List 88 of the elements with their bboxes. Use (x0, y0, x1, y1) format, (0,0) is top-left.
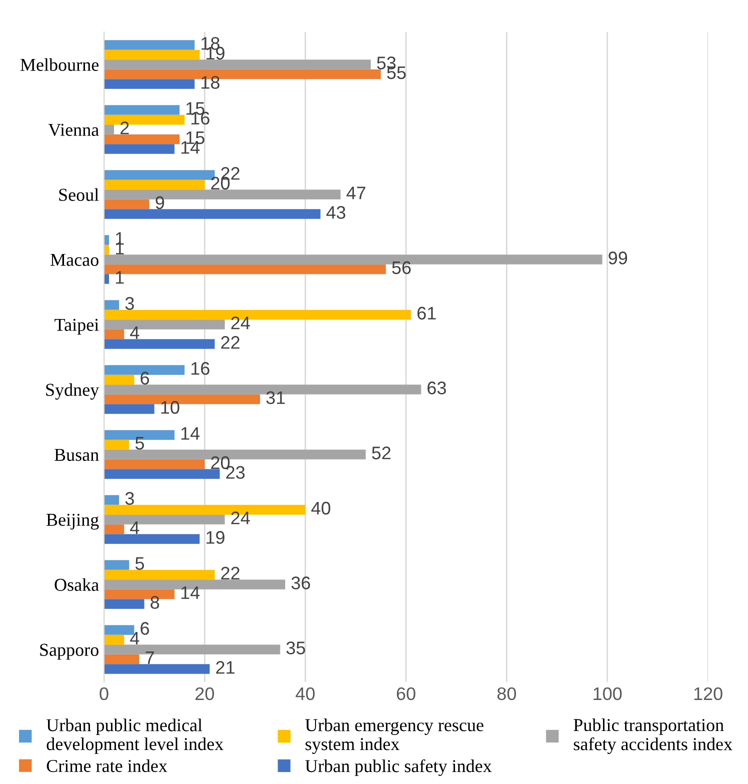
data-label: 14 (181, 427, 200, 440)
data-label: 21 (216, 661, 234, 674)
data-label: 6 (140, 372, 150, 385)
data-label: 36 (291, 576, 310, 590)
data-label: 1 (116, 271, 124, 284)
legend-label: Crime rate index (46, 759, 168, 772)
legend-label: Urban emergency rescue system index (305, 718, 484, 754)
bar (104, 79, 195, 89)
bar (104, 495, 120, 505)
data-label: 52 (372, 446, 390, 460)
bar (104, 180, 205, 190)
data-label: 24 (231, 316, 250, 330)
x-tick-label: 80 (497, 687, 516, 700)
data-label: 40 (311, 502, 330, 515)
bar (104, 105, 180, 115)
x-tick-label: 120 (694, 687, 722, 700)
bar (104, 440, 130, 450)
data-label: 8 (150, 596, 160, 609)
x-tick-label: 60 (396, 687, 416, 700)
bar (104, 374, 134, 385)
data-label: 4 (130, 632, 140, 644)
bar (104, 235, 110, 245)
data-label: 9 (156, 196, 164, 210)
bar (104, 144, 174, 154)
bar (104, 570, 215, 580)
bar (104, 300, 120, 310)
bar (104, 459, 205, 470)
bar (104, 339, 215, 349)
data-label: 35 (286, 642, 306, 654)
x-tick-label: 20 (196, 687, 214, 700)
bar (104, 534, 200, 544)
data-label: 4 (130, 326, 140, 339)
bar (104, 40, 195, 50)
data-label: 18 (202, 76, 220, 89)
x-tick-label: 100 (594, 687, 622, 700)
data-label: 31 (266, 391, 285, 404)
data-label: 14 (181, 586, 200, 599)
data-label: 4 (130, 521, 140, 534)
x-tick-label: 40 (296, 687, 315, 700)
bar (104, 560, 130, 570)
data-label: 43 (326, 206, 346, 219)
data-label: 22 (221, 336, 240, 349)
data-label: 47 (346, 186, 366, 200)
bar (104, 404, 154, 414)
data-label: 24 (231, 512, 250, 524)
data-label: 10 (161, 401, 180, 414)
data-label: 16 (191, 362, 210, 375)
bar (104, 209, 320, 219)
y-tick-label: Macao (50, 254, 98, 266)
bar (104, 664, 210, 674)
bar (104, 274, 110, 284)
data-label: 6 (140, 622, 150, 635)
data-label: 61 (418, 306, 436, 320)
data-label: 5 (135, 557, 144, 570)
bar (104, 329, 124, 340)
data-label: 19 (206, 531, 224, 544)
y-tick-label: Sydney (46, 383, 100, 400)
bar (104, 654, 140, 664)
data-label: 3 (125, 492, 134, 505)
data-label: 7 (146, 651, 154, 664)
legend-label: Public transportation safety accidents index (574, 718, 732, 754)
y-tick-label: Sapporo (40, 644, 98, 660)
bar (104, 469, 220, 479)
bar (104, 524, 124, 534)
bar (104, 199, 150, 210)
y-tick-label: Vienna (48, 124, 99, 136)
data-label: 5 (135, 436, 144, 450)
bar (104, 60, 371, 70)
data-label: 56 (392, 261, 411, 274)
data-label: 22 (221, 566, 240, 580)
y-tick-label: Osaka (54, 578, 99, 591)
y-tick-label: Taipei (54, 318, 99, 335)
bar (104, 50, 200, 60)
data-label: 3 (125, 297, 134, 310)
bar (104, 134, 180, 144)
bar (104, 124, 114, 134)
y-tick-label: Beijing (46, 514, 99, 530)
y-tick-label: Seoul (59, 188, 99, 201)
data-label: 63 (428, 382, 446, 394)
data-label: 99 (608, 252, 628, 264)
data-label: 2 (120, 122, 129, 134)
x-tick-label: 0 (100, 687, 108, 700)
legend-label: Urban public medical development level index (46, 718, 224, 754)
y-tick-label: Busan (54, 448, 99, 461)
bar (104, 634, 124, 645)
bar (104, 599, 144, 609)
y-tick-label: Melbourne (20, 58, 99, 71)
legend-label: Urban public safety index (305, 759, 492, 776)
